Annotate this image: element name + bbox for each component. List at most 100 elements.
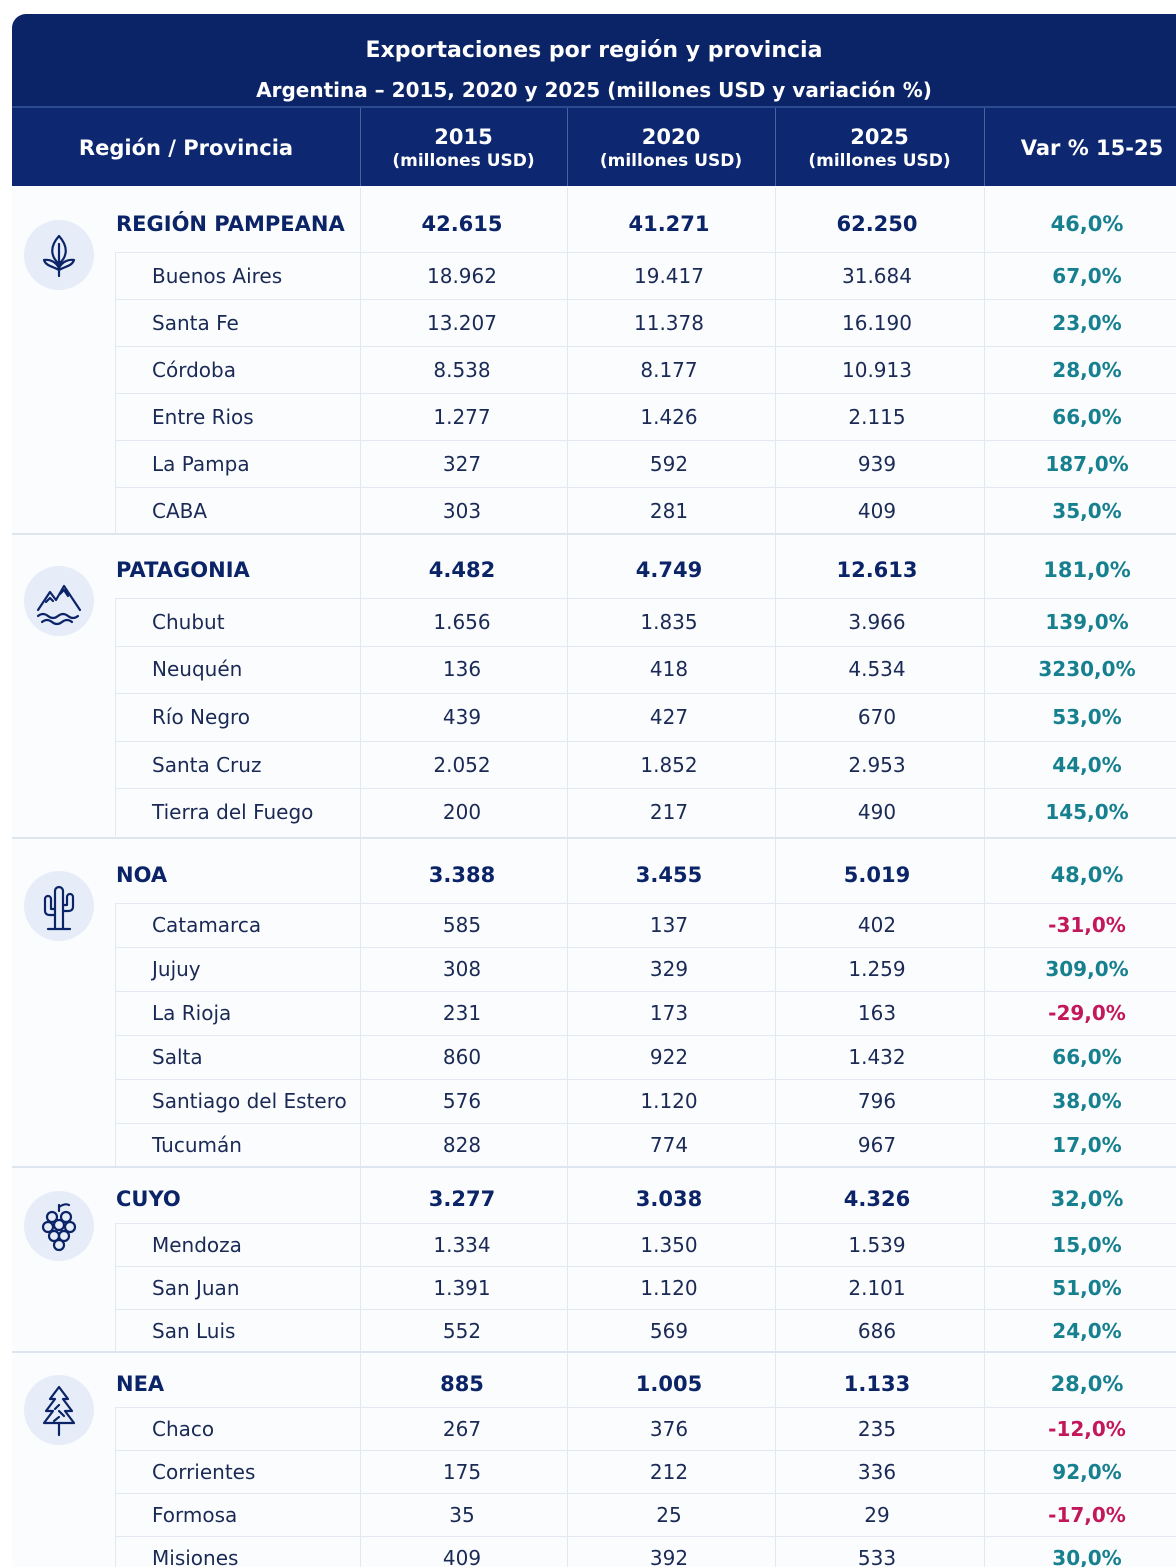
row-divider (116, 598, 1176, 599)
value-cell: 1.835 (640, 609, 698, 634)
value-cell: 42.615 (421, 212, 503, 236)
region-icon (24, 220, 94, 291)
province-name: Corrientes (152, 1459, 256, 1484)
province-name: San Juan (152, 1275, 240, 1300)
row-divider (116, 346, 1176, 347)
row-divider (116, 693, 1176, 695)
subtitle: Argentina – 2015, 2020 y 2025 (millones … (256, 78, 932, 102)
column-divider (360, 188, 361, 1567)
column-header: Región / Provincia (12, 108, 361, 188)
value-cell: 796 (857, 1089, 897, 1113)
column-label: 2020 (641, 125, 701, 149)
variation-cell: 139,0% (1045, 609, 1129, 634)
value-cell: 402 (857, 913, 897, 937)
province-name: Río Negro (152, 704, 251, 729)
value-cell: 281 (649, 498, 689, 523)
province-name: Jujuy (152, 957, 201, 981)
row-divider (116, 1450, 1176, 1451)
value-cell: 1.277 (433, 404, 491, 429)
icon-graphic (41, 1203, 77, 1251)
variation-cell: -12,0% (1048, 1416, 1126, 1441)
value-cell: 490 (857, 800, 897, 825)
value-cell: 2.115 (848, 404, 906, 429)
variation-cell: 67,0% (1052, 263, 1122, 288)
value-cell: 18.962 (427, 263, 497, 288)
value-cell: 1.656 (433, 609, 491, 634)
row-divider (116, 947, 1176, 948)
variation-cell: 92,0% (1052, 1459, 1122, 1484)
column-divider (984, 188, 985, 1567)
value-cell: 10.913 (842, 357, 912, 382)
variation-cell: 35,0% (1052, 498, 1122, 523)
value-cell: 1.350 (640, 1232, 698, 1257)
value-cell: 967 (857, 1133, 897, 1157)
column-label: 2015 (434, 125, 493, 149)
value-cell: 8.177 (640, 357, 698, 382)
row-divider (116, 299, 1176, 300)
province-name: CABA (152, 498, 208, 523)
value-cell: 409 (857, 498, 897, 523)
value-cell: 585 (442, 913, 482, 937)
variation-cell: 3230,0% (1038, 657, 1136, 682)
value-cell: 3.455 (635, 862, 703, 887)
variation-cell: 48,0% (1050, 862, 1124, 887)
value-cell: 2.953 (848, 752, 906, 777)
column-divider (775, 188, 776, 1567)
value-cell: 3.388 (428, 862, 496, 887)
row-divider (116, 1223, 1176, 1224)
value-cell: 212 (649, 1459, 689, 1484)
region-icon (24, 566, 94, 637)
icon-graphic (43, 886, 75, 931)
province-name: Chaco (152, 1416, 215, 1441)
value-cell: 12.613 (836, 558, 918, 582)
value-cell: 1.334 (433, 1232, 491, 1257)
value-cell: 439 (442, 704, 482, 729)
value-cell: 828 (442, 1133, 482, 1157)
value-cell: 137 (649, 913, 689, 937)
province-indent-line (115, 1407, 116, 1567)
variation-cell: 145,0% (1045, 800, 1129, 825)
icon-graphic (36, 585, 82, 626)
row-divider (116, 252, 1176, 253)
value-cell: 200 (442, 800, 482, 825)
value-cell: 303 (442, 498, 482, 523)
province-name: Buenos Aires (152, 263, 283, 288)
column-header: 2025 (millones USD) (775, 108, 985, 188)
value-cell: 569 (649, 1318, 689, 1343)
value-cell: 231 (442, 1001, 482, 1025)
variation-cell: 181,0% (1043, 558, 1131, 582)
variation-cell: 38,0% (1052, 1089, 1122, 1113)
row-divider (116, 440, 1176, 441)
row-divider (116, 1536, 1176, 1537)
value-cell: 409 (442, 1545, 482, 1567)
row-divider (116, 903, 1176, 904)
column-sublabel: (millones USD) (599, 151, 743, 171)
value-cell: 267 (442, 1416, 482, 1441)
row-divider (116, 1079, 1176, 1080)
row-divider (116, 393, 1176, 394)
province-name: Misiones (152, 1545, 239, 1567)
row-divider (116, 1123, 1176, 1124)
value-cell: 41.271 (628, 212, 710, 236)
icon-graphic (42, 1385, 76, 1436)
value-cell: 217 (649, 800, 689, 825)
value-cell: 327 (442, 451, 482, 476)
column-header: 2020 (millones USD) (567, 108, 776, 188)
variation-cell: 30,0% (1052, 1545, 1122, 1567)
row-divider (116, 1266, 1176, 1267)
value-cell: 4.534 (848, 657, 906, 682)
variation-cell: 23,0% (1052, 310, 1122, 335)
row-divider (116, 1493, 1176, 1494)
value-cell: 1.120 (640, 1089, 698, 1113)
province-name: Tucumán (152, 1133, 242, 1157)
value-cell: 552 (442, 1318, 482, 1343)
value-cell: 2.052 (433, 752, 491, 777)
icon-graphic (42, 235, 76, 278)
value-cell: 392 (649, 1545, 689, 1567)
value-cell: 686 (857, 1318, 897, 1343)
column-sublabel: (millones USD) (808, 151, 951, 171)
province-name: Córdoba (152, 357, 236, 382)
value-cell: 3.038 (635, 1187, 703, 1211)
row-divider (116, 788, 1176, 790)
